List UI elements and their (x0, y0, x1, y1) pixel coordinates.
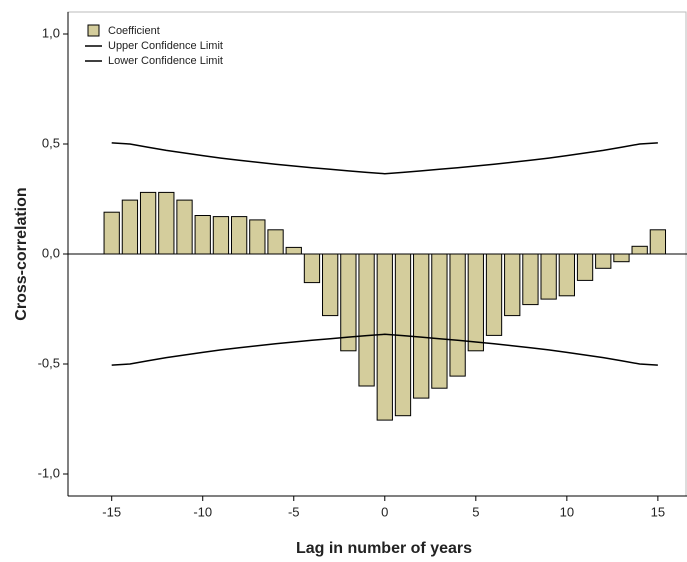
bar (595, 253, 612, 269)
bar (267, 229, 284, 255)
legend-text: Coefficient (108, 25, 160, 37)
bar (139, 191, 157, 255)
x-axis-title: Lag in number of years (296, 540, 472, 557)
bar (103, 211, 120, 255)
bar (303, 253, 321, 284)
legend-text: Lower Confidence Limit (108, 55, 223, 67)
bar (449, 253, 466, 377)
x-tick-label: -5 (288, 504, 300, 519)
line (111, 333, 658, 366)
bar (485, 253, 503, 336)
bar (649, 229, 667, 255)
y-tick-label: 0,5 (42, 135, 60, 150)
bar (358, 253, 375, 387)
x-tick-label: 15 (651, 504, 665, 519)
legend-swatch (87, 24, 100, 37)
x-tick-label: 10 (560, 504, 574, 519)
legend-text: Upper Confidence Limit (108, 40, 223, 52)
y-axis-title: Cross-correlation (13, 187, 30, 320)
bar (176, 199, 193, 255)
bar (121, 199, 139, 255)
x-tick-label: -15 (102, 504, 121, 519)
bar (504, 253, 521, 317)
bar (413, 253, 430, 399)
bar (322, 253, 339, 317)
y-tick-label: -1,0 (38, 465, 60, 480)
bar (431, 253, 448, 389)
bar (285, 246, 302, 255)
y-tick-label: 1,0 (42, 25, 60, 40)
bar (212, 216, 230, 255)
x-tick-label: 5 (472, 504, 479, 519)
bar (613, 253, 630, 263)
x-tick-label: 0 (381, 504, 388, 519)
bar (194, 215, 211, 255)
bar (230, 216, 248, 255)
y-tick-label: -0,5 (38, 355, 60, 370)
y-tick-label: 0,0 (42, 245, 60, 260)
bar (158, 191, 175, 255)
bar (376, 253, 393, 421)
bar (576, 253, 594, 281)
bar (249, 219, 266, 255)
x-tick-label: -10 (193, 504, 212, 519)
bar (540, 253, 557, 300)
bar (467, 253, 484, 352)
bar (631, 245, 648, 255)
line (111, 142, 658, 175)
bar (558, 253, 575, 297)
bar (522, 253, 539, 306)
